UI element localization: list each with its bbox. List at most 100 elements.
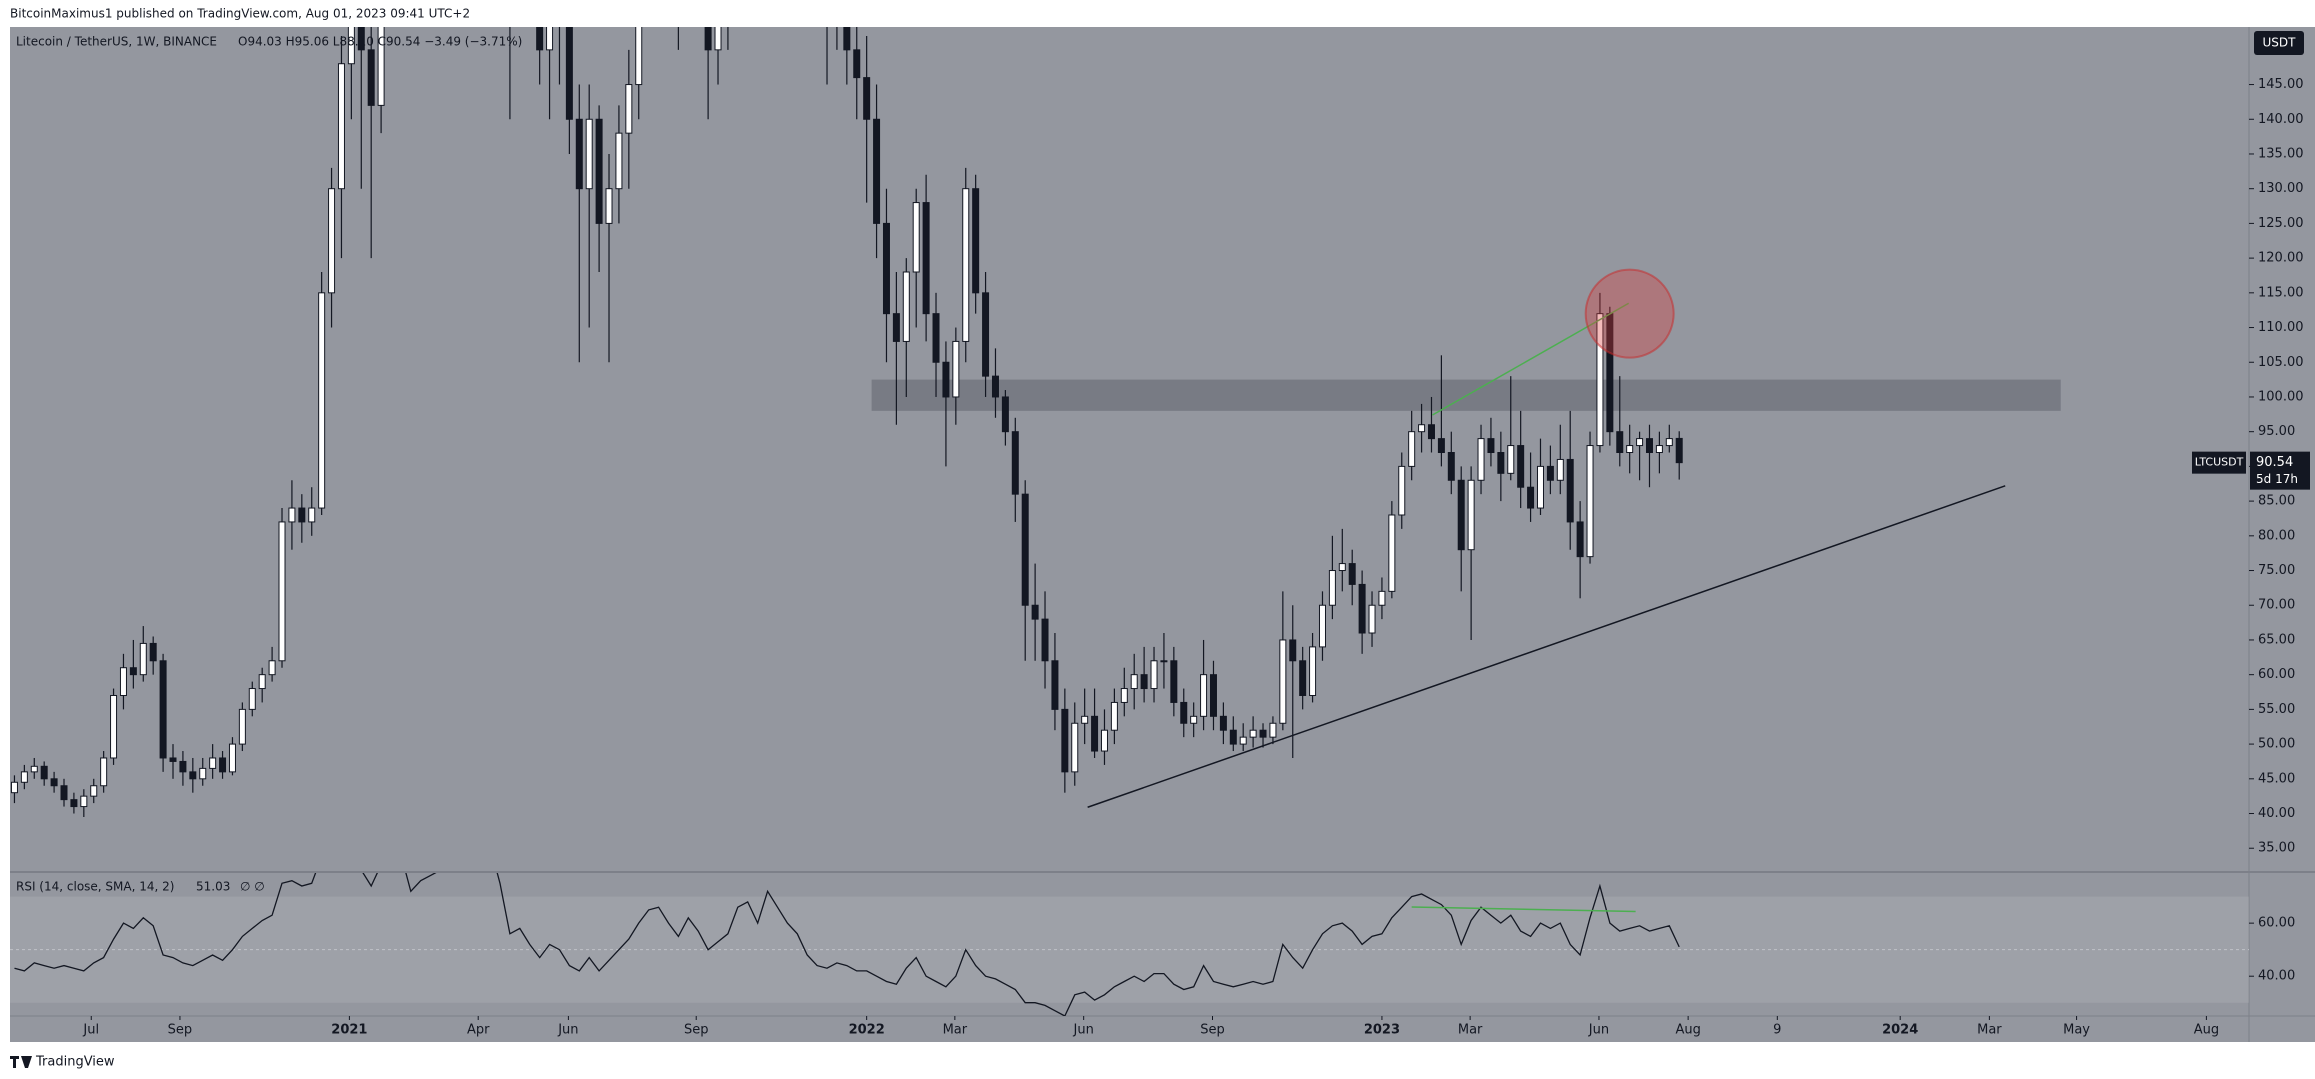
candle-body xyxy=(1081,715,1089,724)
candle-body xyxy=(1100,729,1108,752)
candle-body xyxy=(863,77,871,120)
candle-body xyxy=(1378,590,1386,606)
candle-body xyxy=(1418,424,1426,433)
candle-body xyxy=(258,674,266,690)
y-tick-label: 110.00 xyxy=(2258,320,2304,335)
candle-body xyxy=(704,27,712,51)
candle-body xyxy=(1616,431,1624,454)
rsi-line xyxy=(14,873,1680,1016)
candle-body xyxy=(1071,722,1079,773)
y-tick-label: 145.00 xyxy=(2258,77,2304,92)
candle-body xyxy=(1150,660,1158,690)
y-tick-label: 105.00 xyxy=(2258,355,2304,370)
candle-body xyxy=(1110,701,1118,731)
candle-body xyxy=(922,202,930,315)
candle-body xyxy=(1219,715,1227,731)
x-tick-label: 9 xyxy=(1773,1023,1781,1038)
candle-body xyxy=(1200,674,1208,717)
candle-body xyxy=(278,521,286,662)
candle-body xyxy=(20,771,28,783)
candle-body xyxy=(30,765,38,773)
candle-body xyxy=(1130,674,1138,690)
candle-body xyxy=(1626,445,1634,454)
candle-body xyxy=(615,132,623,190)
y-tick-label: 50.00 xyxy=(2258,737,2295,752)
candle-body xyxy=(1408,431,1416,467)
candle-body xyxy=(585,118,593,190)
y-tick-label: 75.00 xyxy=(2258,563,2295,578)
x-tick-label: Mar xyxy=(1977,1023,2002,1038)
candle-body xyxy=(248,688,256,710)
candle-body xyxy=(1477,438,1485,481)
candle-body xyxy=(1299,660,1307,696)
y-tick-label: 125.00 xyxy=(2258,216,2304,231)
candle-body xyxy=(268,660,276,676)
candle-body xyxy=(219,757,227,773)
y-tick-label: 130.00 xyxy=(2258,181,2304,196)
candle-body xyxy=(100,757,108,787)
candle-body xyxy=(952,340,960,398)
candle-body xyxy=(1447,452,1455,481)
y-tick-label: 115.00 xyxy=(2258,285,2304,300)
candle-body xyxy=(1239,736,1247,745)
candle-body xyxy=(1636,438,1644,447)
candle-body xyxy=(1140,674,1148,690)
x-tick-label: Jun xyxy=(1588,1023,1609,1038)
tv-logo xyxy=(10,1056,32,1068)
candle-body xyxy=(1596,313,1604,447)
candle-body xyxy=(1388,514,1396,592)
candle-body xyxy=(1437,438,1445,454)
candle-body xyxy=(1467,479,1475,551)
axes: 35.00 40.00 45.00 50.00 55.00 60.00 65.00 70.00… xyxy=(82,77,2303,1037)
candle-body xyxy=(139,642,147,676)
y-tick-label: 120.00 xyxy=(2258,251,2304,266)
y-tick-label: 80.00 xyxy=(2258,528,2295,543)
candle-body xyxy=(546,27,554,51)
y-tick-label: 95.00 xyxy=(2258,424,2295,439)
candle-body xyxy=(1061,708,1069,773)
candle-body xyxy=(1645,438,1653,454)
candle-body xyxy=(1368,604,1376,634)
x-tick-label: Mar xyxy=(1458,1023,1483,1038)
price-pane xyxy=(10,27,2061,817)
candle-body xyxy=(40,765,48,780)
candle-body xyxy=(1318,604,1326,648)
candle-body xyxy=(1457,479,1465,551)
currency-label: USDT xyxy=(2263,36,2297,50)
x-tick-label: Sep xyxy=(1200,1023,1225,1038)
candle-body xyxy=(1566,458,1574,523)
x-tick-label: 2022 xyxy=(849,1023,885,1038)
candle-body xyxy=(1160,660,1168,663)
rsi-last-value: 51.03 xyxy=(196,880,230,894)
x-tick-label: May xyxy=(2063,1023,2090,1038)
candle-body xyxy=(357,27,365,51)
candle-body xyxy=(1120,688,1128,703)
x-tick-label: Jul xyxy=(82,1023,99,1038)
y-tick-label: 85.00 xyxy=(2258,494,2295,509)
candle-body xyxy=(129,667,137,676)
y-tick-label: 135.00 xyxy=(2258,146,2304,161)
y-tick-label: 140.00 xyxy=(2258,112,2304,127)
candle-body xyxy=(110,694,118,759)
last-price-box xyxy=(2250,451,2310,490)
candle-body xyxy=(377,27,385,106)
candle-body xyxy=(298,507,306,523)
candle-body xyxy=(367,49,375,106)
candle-body xyxy=(288,507,296,523)
candle-body xyxy=(1576,521,1584,558)
candle-body xyxy=(892,313,900,342)
candle-body xyxy=(912,202,920,273)
currency-box xyxy=(2254,31,2304,55)
candle-body xyxy=(1309,646,1317,696)
publisher-line: BitcoinMaximus1 published on TradingView… xyxy=(10,7,470,21)
candle-body xyxy=(635,27,643,86)
ticker-label: LTCUSDT xyxy=(2195,456,2244,469)
candle-body xyxy=(209,757,217,769)
candle-body xyxy=(843,27,851,51)
symbol-legend: Litecoin / TetherUS, 1W, BINANCE xyxy=(16,35,217,49)
candle-body xyxy=(1001,396,1009,433)
y-tick-label: 65.00 xyxy=(2258,632,2295,647)
candle-body xyxy=(1655,445,1663,454)
rsi-tick-label: 60.00 xyxy=(2258,916,2295,931)
candle-body xyxy=(595,118,603,224)
